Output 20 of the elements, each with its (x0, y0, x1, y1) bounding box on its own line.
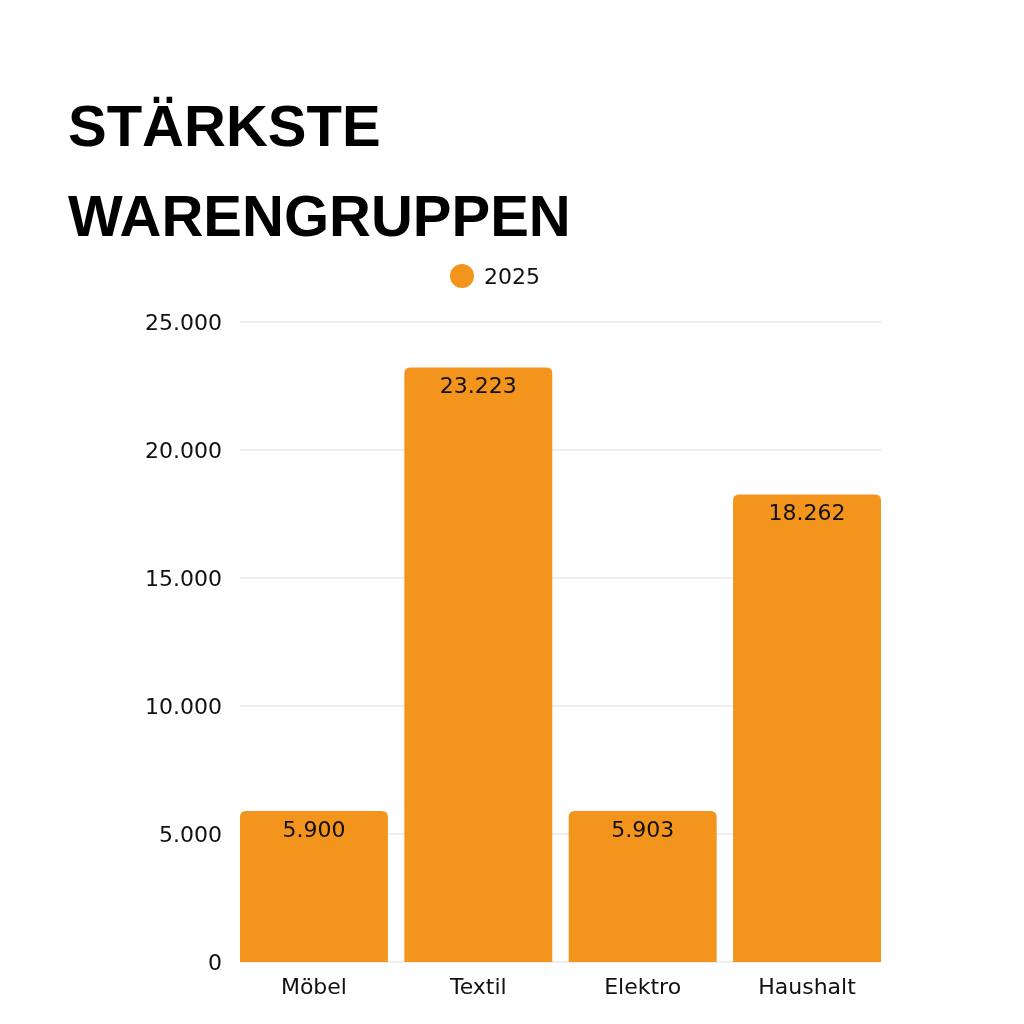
x-tick-label: Elektro (604, 974, 682, 999)
bar (404, 367, 553, 962)
data-label: 18.262 (768, 500, 846, 526)
data-label: 23.223 (439, 373, 517, 399)
chart-title: STÄRKSTE WARENGRUPPEN (68, 93, 571, 248)
x-tick-label: Textil (448, 974, 507, 999)
y-tick-label: 5.000 (159, 822, 222, 847)
y-tick-label: 25.000 (145, 310, 222, 335)
data-label: 5.903 (611, 816, 675, 842)
y-tick-label: 10.000 (145, 694, 222, 719)
bar (733, 494, 881, 962)
y-tick-label: 0 (208, 950, 222, 975)
x-tick-label: Haushalt (758, 974, 857, 999)
y-tick-label: 15.000 (145, 566, 222, 591)
bar (240, 810, 388, 962)
legend-label: 2025 (484, 264, 540, 289)
bar (568, 810, 717, 962)
x-tick-label: Möbel (280, 974, 347, 999)
data-label: 5.900 (282, 816, 346, 842)
y-tick-label: 20.000 (145, 438, 222, 463)
